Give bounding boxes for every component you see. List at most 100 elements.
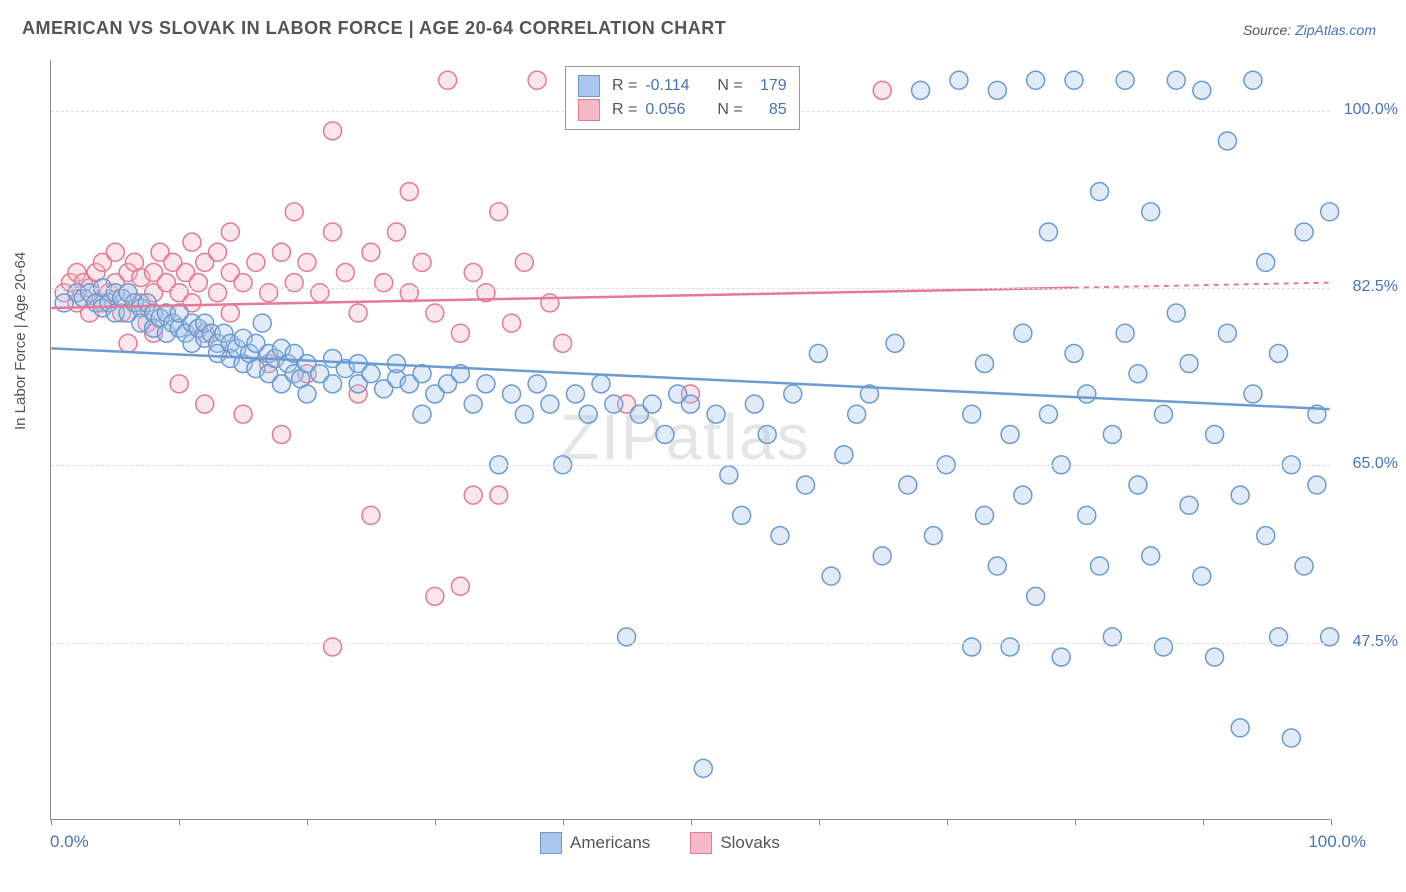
legend-swatch — [578, 99, 600, 121]
data-point — [1027, 71, 1045, 89]
data-point — [873, 547, 891, 565]
x-axis-tick — [563, 819, 564, 825]
data-point — [170, 375, 188, 393]
x-axis-tick — [947, 819, 948, 825]
x-axis-tick — [819, 819, 820, 825]
data-point — [784, 385, 802, 403]
data-point — [1270, 344, 1288, 362]
data-point — [963, 405, 981, 423]
x-axis-max-label: 100.0% — [1308, 832, 1366, 852]
data-point — [1231, 719, 1249, 737]
data-point — [1167, 304, 1185, 322]
data-point — [221, 304, 239, 322]
data-point — [285, 203, 303, 221]
data-point — [324, 223, 342, 241]
trend-line — [51, 288, 1074, 308]
gridline — [51, 643, 1330, 644]
data-point — [413, 405, 431, 423]
data-point — [1295, 557, 1313, 575]
data-point — [1218, 132, 1236, 150]
data-point — [541, 395, 559, 413]
data-point — [797, 476, 815, 494]
data-point — [1193, 567, 1211, 585]
data-point — [1167, 71, 1185, 89]
data-point — [464, 395, 482, 413]
data-point — [912, 81, 930, 99]
data-point — [1078, 385, 1096, 403]
data-point — [413, 253, 431, 271]
x-axis-tick — [1331, 819, 1332, 825]
data-point — [873, 81, 891, 99]
data-point — [298, 385, 316, 403]
n-label: N = — [717, 77, 742, 95]
data-point — [1244, 71, 1262, 89]
data-point — [349, 304, 367, 322]
data-point — [503, 385, 521, 403]
scatter-plot-svg — [51, 60, 1330, 819]
r-label: R = — [612, 77, 637, 95]
data-point — [848, 405, 866, 423]
data-point — [477, 375, 495, 393]
legend-swatch — [690, 832, 712, 854]
source-attribution: Source: ZipAtlas.com — [1243, 22, 1376, 38]
data-point — [566, 385, 584, 403]
data-point — [221, 223, 239, 241]
data-point — [336, 264, 354, 282]
y-axis-tick-label: 82.5% — [1353, 278, 1398, 296]
data-point — [1039, 405, 1057, 423]
data-point — [835, 446, 853, 464]
data-point — [1078, 506, 1096, 524]
data-point — [324, 122, 342, 140]
data-point — [1014, 486, 1032, 504]
legend-swatch — [540, 832, 562, 854]
data-point — [1052, 648, 1070, 666]
x-axis-tick — [691, 819, 692, 825]
data-point — [439, 71, 457, 89]
data-point — [592, 375, 610, 393]
data-point — [694, 759, 712, 777]
data-point — [733, 506, 751, 524]
x-axis-tick — [1203, 819, 1204, 825]
data-point — [976, 355, 994, 373]
data-point — [1257, 253, 1275, 271]
x-axis-tick — [179, 819, 180, 825]
chart-plot-area: 47.5%65.0%82.5%100.0% — [50, 60, 1330, 820]
data-point — [1039, 223, 1057, 241]
data-point — [554, 334, 572, 352]
stats-legend-row: R = 0.056 N = 85 — [578, 99, 787, 121]
data-point — [387, 223, 405, 241]
data-point — [579, 405, 597, 423]
data-point — [1065, 71, 1083, 89]
data-point — [745, 395, 763, 413]
x-axis-tick — [435, 819, 436, 825]
legend-swatch — [578, 75, 600, 97]
data-point — [988, 557, 1006, 575]
data-point — [400, 284, 418, 302]
legend-label: Slovaks — [720, 833, 780, 853]
data-point — [656, 425, 674, 443]
data-point — [707, 405, 725, 423]
data-point — [1193, 81, 1211, 99]
data-point — [1142, 547, 1160, 565]
data-point — [196, 395, 214, 413]
data-point — [183, 233, 201, 251]
data-point — [1218, 324, 1236, 342]
data-point — [1014, 324, 1032, 342]
data-point — [1308, 476, 1326, 494]
data-point — [298, 253, 316, 271]
data-point — [1091, 557, 1109, 575]
data-point — [260, 284, 278, 302]
y-axis-tick-label: 47.5% — [1353, 633, 1398, 651]
y-axis-tick-label: 65.0% — [1353, 455, 1398, 473]
r-value: 0.056 — [645, 101, 699, 119]
data-point — [272, 243, 290, 261]
data-point — [963, 638, 981, 656]
data-point — [362, 506, 380, 524]
data-point — [1116, 324, 1134, 342]
data-point — [1027, 587, 1045, 605]
data-point — [503, 314, 521, 332]
data-point — [426, 587, 444, 605]
data-point — [1257, 527, 1275, 545]
data-point — [1244, 385, 1262, 403]
data-point — [809, 344, 827, 362]
